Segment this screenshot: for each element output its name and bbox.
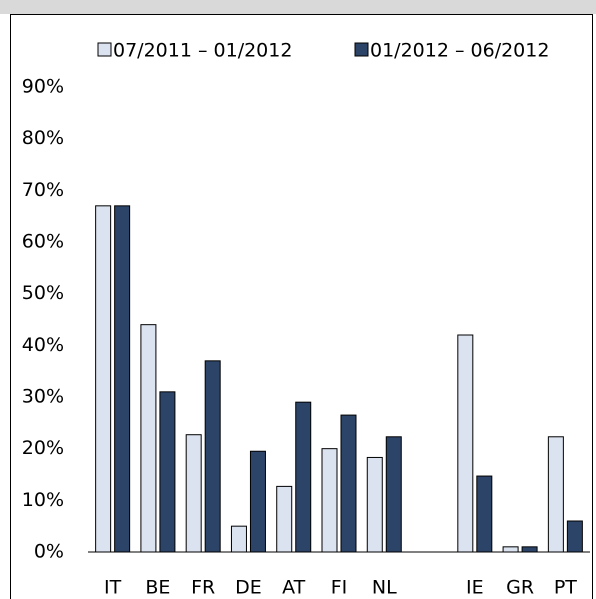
- bar: [457, 334, 474, 553]
- x-tick-label: PT: [554, 577, 577, 599]
- bar: [366, 456, 383, 553]
- bar: [140, 324, 157, 553]
- bar: [502, 546, 519, 553]
- bar: [295, 401, 312, 553]
- bar: [321, 448, 338, 553]
- x-tick-label: IE: [466, 577, 484, 599]
- x-tick-label: FI: [331, 577, 348, 599]
- chart-border: [10, 14, 593, 599]
- x-tick-label: GR: [506, 577, 534, 599]
- y-tick-label: 70%: [22, 179, 64, 201]
- y-tick-label: 20%: [22, 437, 64, 459]
- bar: [159, 391, 176, 553]
- x-tick-label: DE: [235, 577, 262, 599]
- y-tick-label: 60%: [22, 231, 64, 253]
- header-band: [0, 0, 596, 14]
- bar: [114, 205, 131, 553]
- y-tick-label: 90%: [22, 76, 64, 98]
- bar: [476, 475, 493, 553]
- y-tick-label: 30%: [22, 386, 64, 408]
- legend-swatch: [354, 42, 369, 57]
- bar: [521, 546, 538, 553]
- bar: [95, 205, 112, 553]
- bar: [340, 414, 357, 553]
- bar: [566, 520, 583, 553]
- legend-swatch: [97, 42, 112, 57]
- x-tick-label: NL: [372, 577, 397, 599]
- bar: [276, 485, 293, 553]
- legend-label: 07/2011 – 01/2012: [113, 40, 292, 62]
- y-tick-label: 10%: [22, 489, 64, 511]
- x-tick-label: FR: [191, 577, 215, 599]
- bar: [249, 450, 266, 553]
- bar: [385, 436, 402, 553]
- bar: [230, 525, 247, 553]
- y-tick-label: 0%: [34, 541, 64, 563]
- x-tick-label: BE: [145, 577, 170, 599]
- y-tick-label: 40%: [22, 334, 64, 356]
- legend-label: 01/2012 – 06/2012: [370, 40, 549, 62]
- y-tick-label: 80%: [22, 127, 64, 149]
- x-tick-label: AT: [282, 577, 306, 599]
- x-tick-label: IT: [104, 577, 122, 599]
- y-tick-label: 50%: [22, 282, 64, 304]
- bar: [547, 436, 564, 553]
- bar: [204, 360, 221, 553]
- bar: [185, 434, 202, 553]
